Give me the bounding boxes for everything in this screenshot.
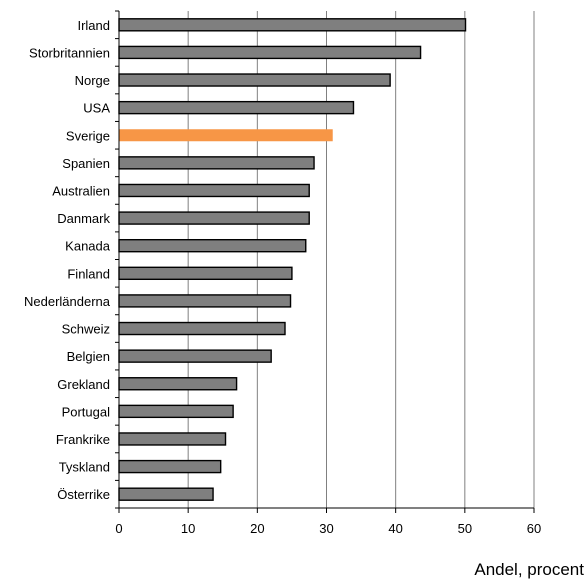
- category-label: Sverige: [66, 128, 110, 143]
- bar-storbritannien: [118, 45, 422, 60]
- category-label: Irland: [77, 18, 110, 33]
- x-axis-label: Andel, procent: [474, 560, 584, 579]
- bars: [118, 18, 467, 501]
- category-label: Grekland: [57, 377, 110, 392]
- bar-sverige: [119, 129, 333, 142]
- x-tick-label: 40: [388, 521, 402, 536]
- x-tick-label: 0: [115, 521, 122, 536]
- category-label: Kanada: [65, 239, 111, 254]
- x-tick-label: 10: [181, 521, 195, 536]
- bar-nederländerna: [118, 294, 292, 308]
- category-label: Nederländerna: [24, 294, 111, 309]
- category-labels: Irland Storbritannien Norge USA Sverige Spani…: [24, 18, 111, 502]
- category-label: Finland: [67, 266, 110, 281]
- category-label: Spanien: [62, 156, 110, 171]
- bar-portugal: [118, 404, 234, 419]
- x-tick-label: 30: [319, 521, 333, 536]
- category-label: Belgien: [67, 349, 110, 364]
- category-label: Österrike: [57, 487, 110, 502]
- category-label: Tyskland: [59, 460, 110, 475]
- category-label: Storbritannien: [29, 45, 110, 60]
- bar-danmark: [118, 211, 310, 225]
- x-tick-label: 20: [250, 521, 264, 536]
- x-tick-labels: 0 10 20 30 40 50 60: [115, 521, 541, 536]
- x-tick-label: 60: [527, 521, 541, 536]
- category-label: Schweiz: [62, 322, 110, 337]
- bar-schweiz: [118, 321, 286, 336]
- bar-tyskland: [118, 459, 222, 474]
- category-label: Frankrike: [56, 432, 110, 447]
- bar-belgien: [118, 349, 272, 363]
- bar-norge: [118, 73, 391, 87]
- category-label: Danmark: [57, 211, 110, 226]
- bar-österrike: [118, 487, 214, 501]
- bar-usa: [118, 100, 355, 115]
- bar-spanien: [118, 156, 315, 170]
- category-label: USA: [83, 101, 110, 116]
- category-label: Portugal: [62, 404, 111, 419]
- category-label: Australien: [52, 183, 110, 198]
- bar-frankrike: [118, 432, 227, 446]
- bar-finland: [118, 266, 293, 281]
- x-tick-label: 50: [458, 521, 472, 536]
- axes: [115, 10, 535, 513]
- bar-irland: [118, 18, 467, 32]
- gridlines: [187, 11, 535, 508]
- category-label: Norge: [75, 73, 110, 88]
- bar-kanada: [118, 238, 307, 253]
- bar-grekland: [118, 377, 238, 391]
- bar-australien: [118, 183, 310, 198]
